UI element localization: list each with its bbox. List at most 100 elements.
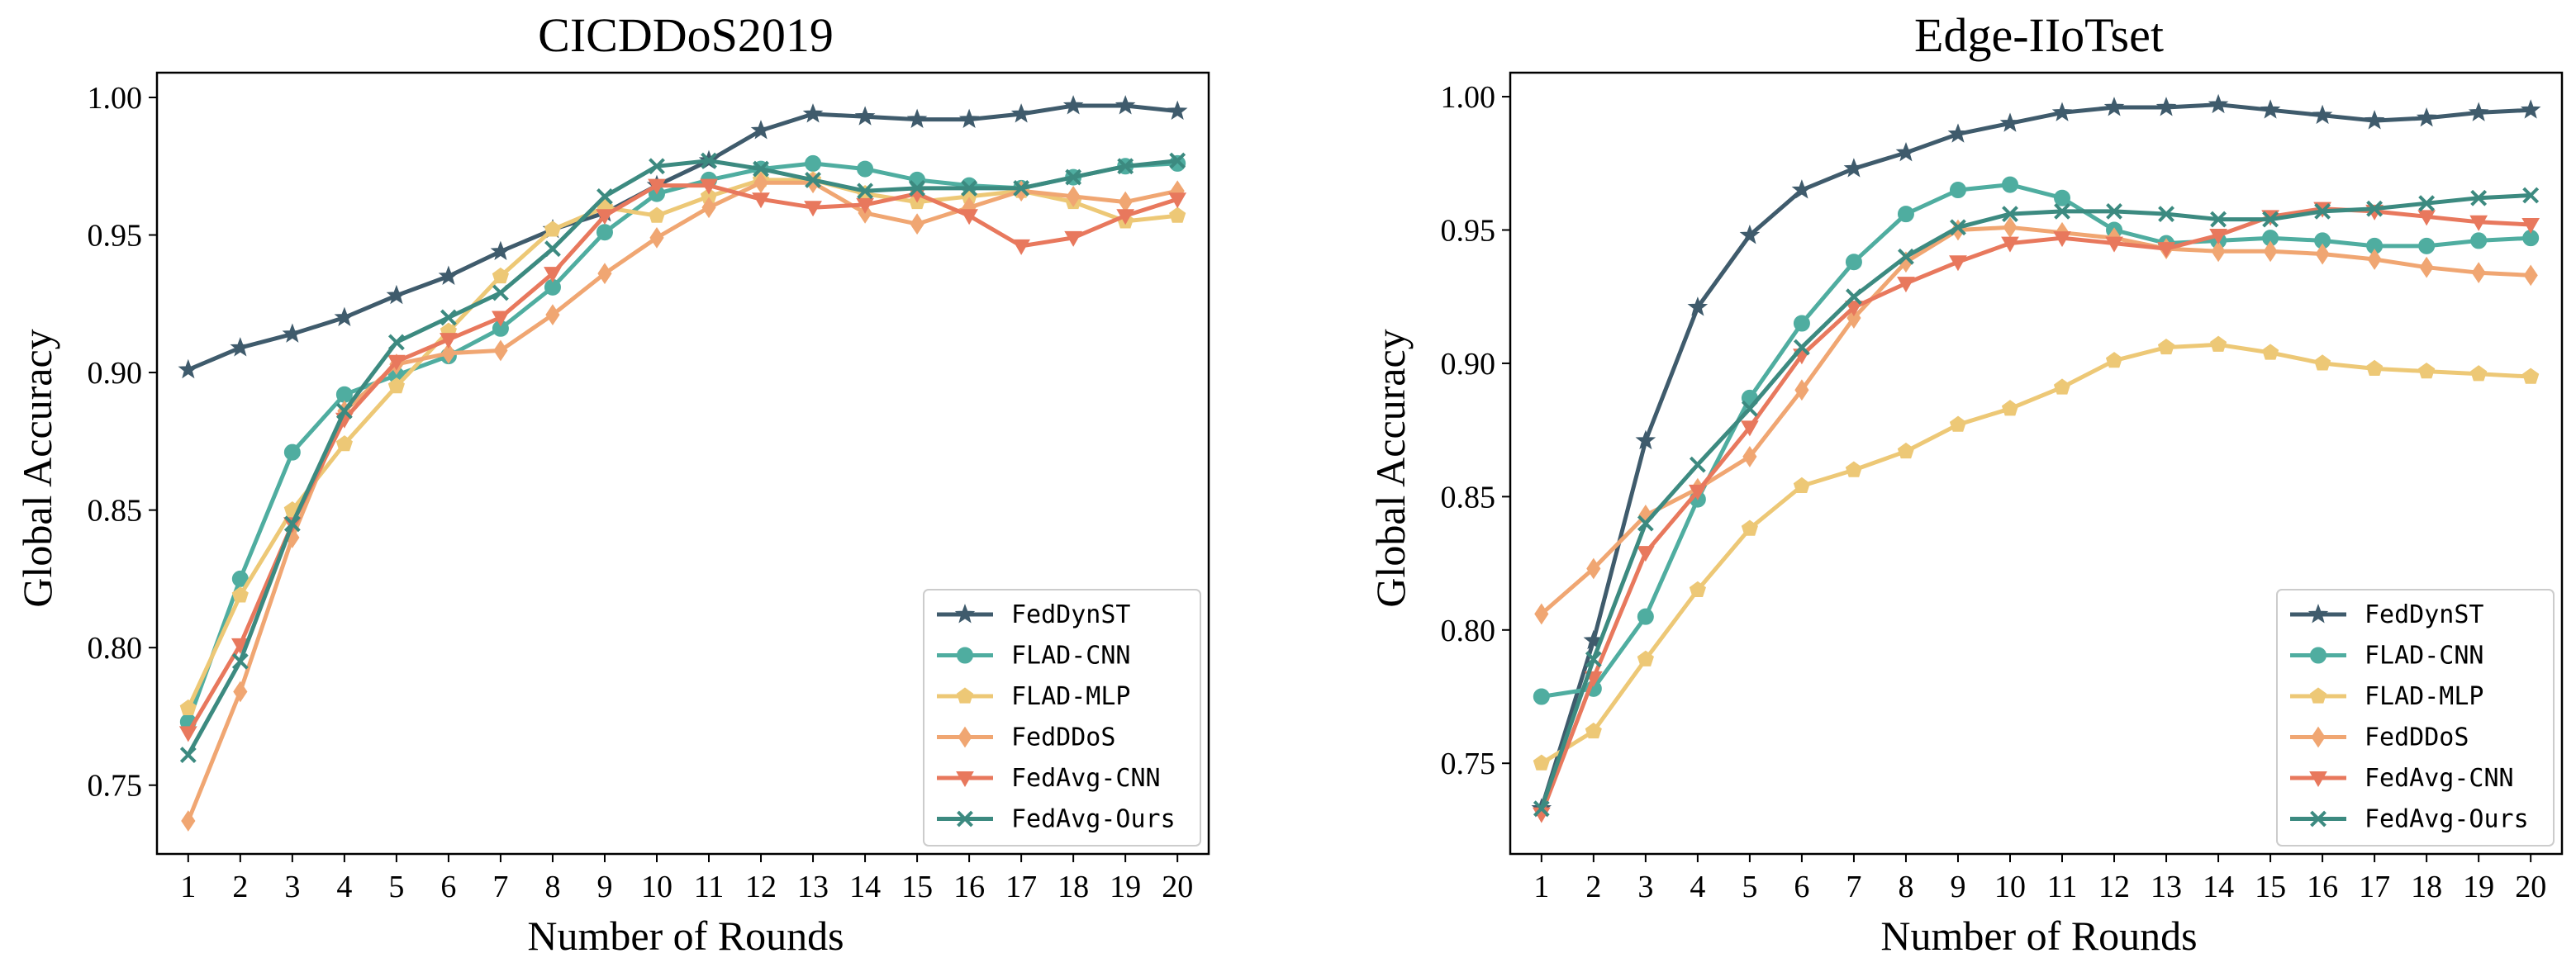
data-point [2523,264,2538,287]
data-point [909,171,926,188]
data-point [545,304,560,326]
data-point [2054,202,2070,220]
series-feddynst [178,95,1188,379]
data-point [1898,248,1914,265]
data-point [2053,378,2071,395]
legend-label: FLAD-CNN [1011,642,1131,671]
data-point [544,240,561,258]
data-point [2367,249,2382,270]
data-point [2208,93,2229,114]
data-point [441,342,456,364]
data-point [910,213,924,235]
x-tick-label: 13 [2151,870,2182,904]
x-tick-label: 19 [2463,870,2494,904]
legend-item: FLAD-CNN [2290,642,2484,671]
data-point [857,183,873,200]
data-point [2051,102,2073,121]
data-point [1117,158,1134,175]
y-tick-label: 0.90 [88,356,143,391]
data-point [1167,100,1188,121]
data-point [2366,200,2384,217]
x-tick-label: 1 [1533,870,1549,904]
data-point [700,178,718,195]
x-tick-label: 17 [2359,870,2390,904]
legend-label: FLAD-CNN [2365,642,2484,671]
data-point [2416,107,2437,127]
y-tick-label: 0.75 [88,769,143,804]
data-point [750,120,772,140]
data-point [1845,254,1862,271]
data-point [2520,99,2541,119]
data-point [2211,240,2226,263]
data-point [178,726,197,742]
y-tick-label: 0.80 [88,631,143,666]
data-point [283,515,301,533]
legend-marker [2309,687,2327,704]
x-tick-label: 9 [596,870,612,904]
data-point [2470,232,2488,249]
x-tick-label: 7 [1846,870,1861,904]
y-tick-label: 1.00 [1441,80,1496,115]
series-line [1539,225,2533,616]
data-point [2469,215,2488,231]
data-point [1949,255,1967,272]
data-point [596,224,613,241]
legend-item: FLAD-CNN [937,642,1131,671]
legend-item: FedAvg-CNN [2290,764,2514,793]
legend-item: FLAD-MLP [2290,682,2484,711]
data-point [596,209,614,225]
data-point [1793,339,1810,356]
data-point [2522,187,2540,204]
data-point [1116,209,1135,225]
data-point [1635,429,1656,450]
data-point [386,284,407,305]
data-point [2106,202,2122,220]
plot-frame [1509,71,2564,856]
data-point [1064,230,1083,247]
data-point [1115,95,1136,115]
data-point [178,358,199,379]
data-point [2521,218,2540,235]
legend-label: FedAvg-CNN [1011,764,1161,793]
data-point [1739,224,1761,244]
series-line [1539,102,2533,811]
x-tick-label: 10 [1994,870,2026,904]
data-point [179,747,197,763]
data-point [2417,210,2436,226]
x-axis-label: Number of Rounds [1880,913,2197,959]
data-point [2105,236,2123,253]
data-point [2262,211,2279,228]
data-point [1533,754,1550,771]
data-point [2315,243,2330,265]
data-point [1897,277,1915,293]
data-point [753,160,769,178]
y-tick-label: 0.95 [88,219,143,254]
legend-item: FedDDoS [937,723,1115,752]
legend-marker [2310,810,2326,828]
legend-marker [2307,604,2329,624]
data-point [1534,603,1549,625]
data-point [648,178,666,195]
y-tick-label: 0.85 [1441,480,1496,515]
data-point [1794,379,1809,401]
legend-marker [2309,771,2327,788]
data-point [1062,95,1084,115]
chart-title: CICDDoS2019 [538,8,834,62]
x-tick-label: 9 [1950,870,1965,904]
data-point [1949,415,1967,432]
data-point [2260,99,2281,119]
legend-marker [958,726,972,748]
legend-label: FedDDoS [1011,723,1115,752]
data-point [1845,301,1863,317]
data-point [1169,152,1186,169]
data-point [2470,365,2488,382]
data-point [387,377,405,394]
x-axis-label: Number of Rounds [527,913,844,959]
data-point [1949,182,1966,199]
x-tick-label: 18 [1057,870,1089,904]
legend: FedDynST FLAD-CNN FLAD-MLP FedDDoS FedAvg-CN… [2276,589,2555,847]
data-point [648,206,666,223]
data-point [2210,211,2227,228]
legend-marker [2311,726,2326,748]
series-line [186,180,1180,823]
